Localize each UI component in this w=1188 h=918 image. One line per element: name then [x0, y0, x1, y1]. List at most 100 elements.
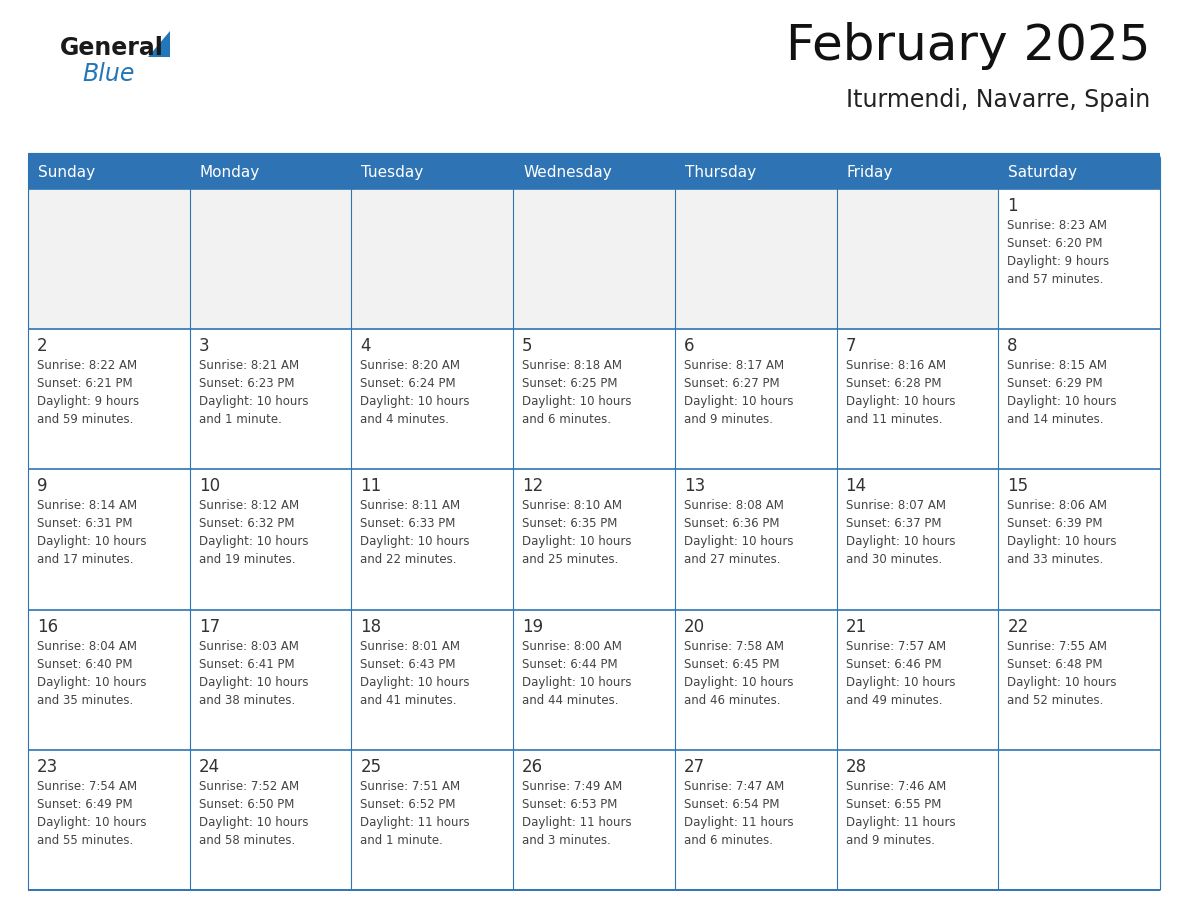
Text: Sunrise: 8:22 AM
Sunset: 6:21 PM
Daylight: 9 hours
and 59 minutes.: Sunrise: 8:22 AM Sunset: 6:21 PM Dayligh…	[37, 359, 139, 426]
Text: 27: 27	[684, 757, 704, 776]
Bar	[352, 469, 513, 610]
Text: Sunrise: 8:12 AM
Sunset: 6:32 PM
Daylight: 10 hours
and 19 minutes.: Sunrise: 8:12 AM Sunset: 6:32 PM Dayligh…	[198, 499, 308, 566]
Bar	[675, 189, 836, 330]
Bar	[998, 469, 1159, 610]
Bar	[29, 750, 190, 890]
Text: Sunrise: 8:23 AM
Sunset: 6:20 PM
Daylight: 9 hours
and 57 minutes.: Sunrise: 8:23 AM Sunset: 6:20 PM Dayligh…	[1007, 219, 1110, 286]
Bar	[513, 189, 675, 330]
Text: Saturday: Saturday	[1009, 165, 1078, 181]
Bar	[675, 469, 836, 610]
Text: 23: 23	[37, 757, 58, 776]
Text: Sunrise: 7:57 AM
Sunset: 6:46 PM
Daylight: 10 hours
and 49 minutes.: Sunrise: 7:57 AM Sunset: 6:46 PM Dayligh…	[846, 640, 955, 707]
Bar	[675, 330, 836, 469]
Bar	[352, 189, 513, 330]
Text: 8: 8	[1007, 337, 1018, 355]
Bar	[190, 189, 352, 330]
Bar	[836, 750, 998, 890]
Bar	[190, 157, 352, 189]
Bar	[352, 330, 513, 469]
Bar	[998, 610, 1159, 750]
Text: Sunrise: 8:14 AM
Sunset: 6:31 PM
Daylight: 10 hours
and 17 minutes.: Sunrise: 8:14 AM Sunset: 6:31 PM Dayligh…	[37, 499, 146, 566]
Text: 15: 15	[1007, 477, 1029, 496]
Bar	[836, 157, 998, 189]
Bar	[190, 330, 352, 469]
Bar	[675, 750, 836, 890]
Bar	[836, 610, 998, 750]
Text: Sunrise: 8:16 AM
Sunset: 6:28 PM
Daylight: 10 hours
and 11 minutes.: Sunrise: 8:16 AM Sunset: 6:28 PM Dayligh…	[846, 359, 955, 426]
Bar	[29, 469, 190, 610]
Text: Sunrise: 8:03 AM
Sunset: 6:41 PM
Daylight: 10 hours
and 38 minutes.: Sunrise: 8:03 AM Sunset: 6:41 PM Dayligh…	[198, 640, 308, 707]
Text: 25: 25	[360, 757, 381, 776]
Bar	[675, 157, 836, 189]
Text: 24: 24	[198, 757, 220, 776]
Text: Sunrise: 8:08 AM
Sunset: 6:36 PM
Daylight: 10 hours
and 27 minutes.: Sunrise: 8:08 AM Sunset: 6:36 PM Dayligh…	[684, 499, 794, 566]
Text: Sunrise: 7:49 AM
Sunset: 6:53 PM
Daylight: 11 hours
and 3 minutes.: Sunrise: 7:49 AM Sunset: 6:53 PM Dayligh…	[523, 779, 632, 846]
Text: Sunrise: 8:10 AM
Sunset: 6:35 PM
Daylight: 10 hours
and 25 minutes.: Sunrise: 8:10 AM Sunset: 6:35 PM Dayligh…	[523, 499, 632, 566]
Text: 26: 26	[523, 757, 543, 776]
Bar	[675, 610, 836, 750]
Bar	[29, 157, 190, 189]
Text: 20: 20	[684, 618, 704, 635]
Text: Sunrise: 7:55 AM
Sunset: 6:48 PM
Daylight: 10 hours
and 52 minutes.: Sunrise: 7:55 AM Sunset: 6:48 PM Dayligh…	[1007, 640, 1117, 707]
Text: Sunrise: 8:21 AM
Sunset: 6:23 PM
Daylight: 10 hours
and 1 minute.: Sunrise: 8:21 AM Sunset: 6:23 PM Dayligh…	[198, 359, 308, 426]
Text: Tuesday: Tuesday	[361, 165, 424, 181]
Text: 4: 4	[360, 337, 371, 355]
Text: Sunrise: 7:46 AM
Sunset: 6:55 PM
Daylight: 11 hours
and 9 minutes.: Sunrise: 7:46 AM Sunset: 6:55 PM Dayligh…	[846, 779, 955, 846]
Text: 21: 21	[846, 618, 867, 635]
Text: Sunrise: 8:07 AM
Sunset: 6:37 PM
Daylight: 10 hours
and 30 minutes.: Sunrise: 8:07 AM Sunset: 6:37 PM Dayligh…	[846, 499, 955, 566]
Bar	[998, 330, 1159, 469]
Text: 3: 3	[198, 337, 209, 355]
Text: 10: 10	[198, 477, 220, 496]
Text: Iturmendi, Navarre, Spain: Iturmendi, Navarre, Spain	[846, 88, 1150, 112]
Bar	[352, 610, 513, 750]
Text: 28: 28	[846, 757, 867, 776]
Bar	[29, 189, 190, 330]
Text: 7: 7	[846, 337, 857, 355]
Text: Sunrise: 7:54 AM
Sunset: 6:49 PM
Daylight: 10 hours
and 55 minutes.: Sunrise: 7:54 AM Sunset: 6:49 PM Dayligh…	[37, 779, 146, 846]
Text: 2: 2	[37, 337, 48, 355]
Text: Wednesday: Wednesday	[523, 165, 612, 181]
Bar	[352, 157, 513, 189]
Text: General: General	[61, 36, 164, 60]
Text: 9: 9	[37, 477, 48, 496]
Text: 17: 17	[198, 618, 220, 635]
Text: 14: 14	[846, 477, 867, 496]
Text: Sunrise: 7:47 AM
Sunset: 6:54 PM
Daylight: 11 hours
and 6 minutes.: Sunrise: 7:47 AM Sunset: 6:54 PM Dayligh…	[684, 779, 794, 846]
Text: 18: 18	[360, 618, 381, 635]
Text: Sunrise: 8:00 AM
Sunset: 6:44 PM
Daylight: 10 hours
and 44 minutes.: Sunrise: 8:00 AM Sunset: 6:44 PM Dayligh…	[523, 640, 632, 707]
Text: Sunrise: 8:11 AM
Sunset: 6:33 PM
Daylight: 10 hours
and 22 minutes.: Sunrise: 8:11 AM Sunset: 6:33 PM Dayligh…	[360, 499, 470, 566]
Text: Sunrise: 8:04 AM
Sunset: 6:40 PM
Daylight: 10 hours
and 35 minutes.: Sunrise: 8:04 AM Sunset: 6:40 PM Dayligh…	[37, 640, 146, 707]
Text: Sunrise: 8:06 AM
Sunset: 6:39 PM
Daylight: 10 hours
and 33 minutes.: Sunrise: 8:06 AM Sunset: 6:39 PM Dayligh…	[1007, 499, 1117, 566]
Text: Sunrise: 8:18 AM
Sunset: 6:25 PM
Daylight: 10 hours
and 6 minutes.: Sunrise: 8:18 AM Sunset: 6:25 PM Dayligh…	[523, 359, 632, 426]
Bar	[836, 469, 998, 610]
Bar	[352, 750, 513, 890]
Text: Sunrise: 7:52 AM
Sunset: 6:50 PM
Daylight: 10 hours
and 58 minutes.: Sunrise: 7:52 AM Sunset: 6:50 PM Dayligh…	[198, 779, 308, 846]
Bar	[29, 610, 190, 750]
Text: February 2025: February 2025	[785, 22, 1150, 70]
Bar	[836, 330, 998, 469]
Text: Sunrise: 7:51 AM
Sunset: 6:52 PM
Daylight: 11 hours
and 1 minute.: Sunrise: 7:51 AM Sunset: 6:52 PM Dayligh…	[360, 779, 470, 846]
Text: Sunrise: 8:17 AM
Sunset: 6:27 PM
Daylight: 10 hours
and 9 minutes.: Sunrise: 8:17 AM Sunset: 6:27 PM Dayligh…	[684, 359, 794, 426]
Bar	[513, 157, 675, 189]
Polygon shape	[148, 31, 170, 57]
Bar	[29, 330, 190, 469]
Text: 6: 6	[684, 337, 694, 355]
Bar	[513, 750, 675, 890]
Text: Monday: Monday	[200, 165, 260, 181]
Bar	[190, 610, 352, 750]
Text: Friday: Friday	[847, 165, 893, 181]
Text: Thursday: Thursday	[684, 165, 756, 181]
Text: Sunday: Sunday	[38, 165, 95, 181]
Bar	[998, 157, 1159, 189]
Bar	[513, 469, 675, 610]
Bar	[513, 330, 675, 469]
Text: 13: 13	[684, 477, 706, 496]
Text: 19: 19	[523, 618, 543, 635]
Text: Blue: Blue	[82, 62, 134, 86]
Text: Sunrise: 8:15 AM
Sunset: 6:29 PM
Daylight: 10 hours
and 14 minutes.: Sunrise: 8:15 AM Sunset: 6:29 PM Dayligh…	[1007, 359, 1117, 426]
Text: Sunrise: 8:01 AM
Sunset: 6:43 PM
Daylight: 10 hours
and 41 minutes.: Sunrise: 8:01 AM Sunset: 6:43 PM Dayligh…	[360, 640, 470, 707]
Text: 22: 22	[1007, 618, 1029, 635]
Bar	[998, 750, 1159, 890]
Text: 12: 12	[523, 477, 543, 496]
Text: 16: 16	[37, 618, 58, 635]
